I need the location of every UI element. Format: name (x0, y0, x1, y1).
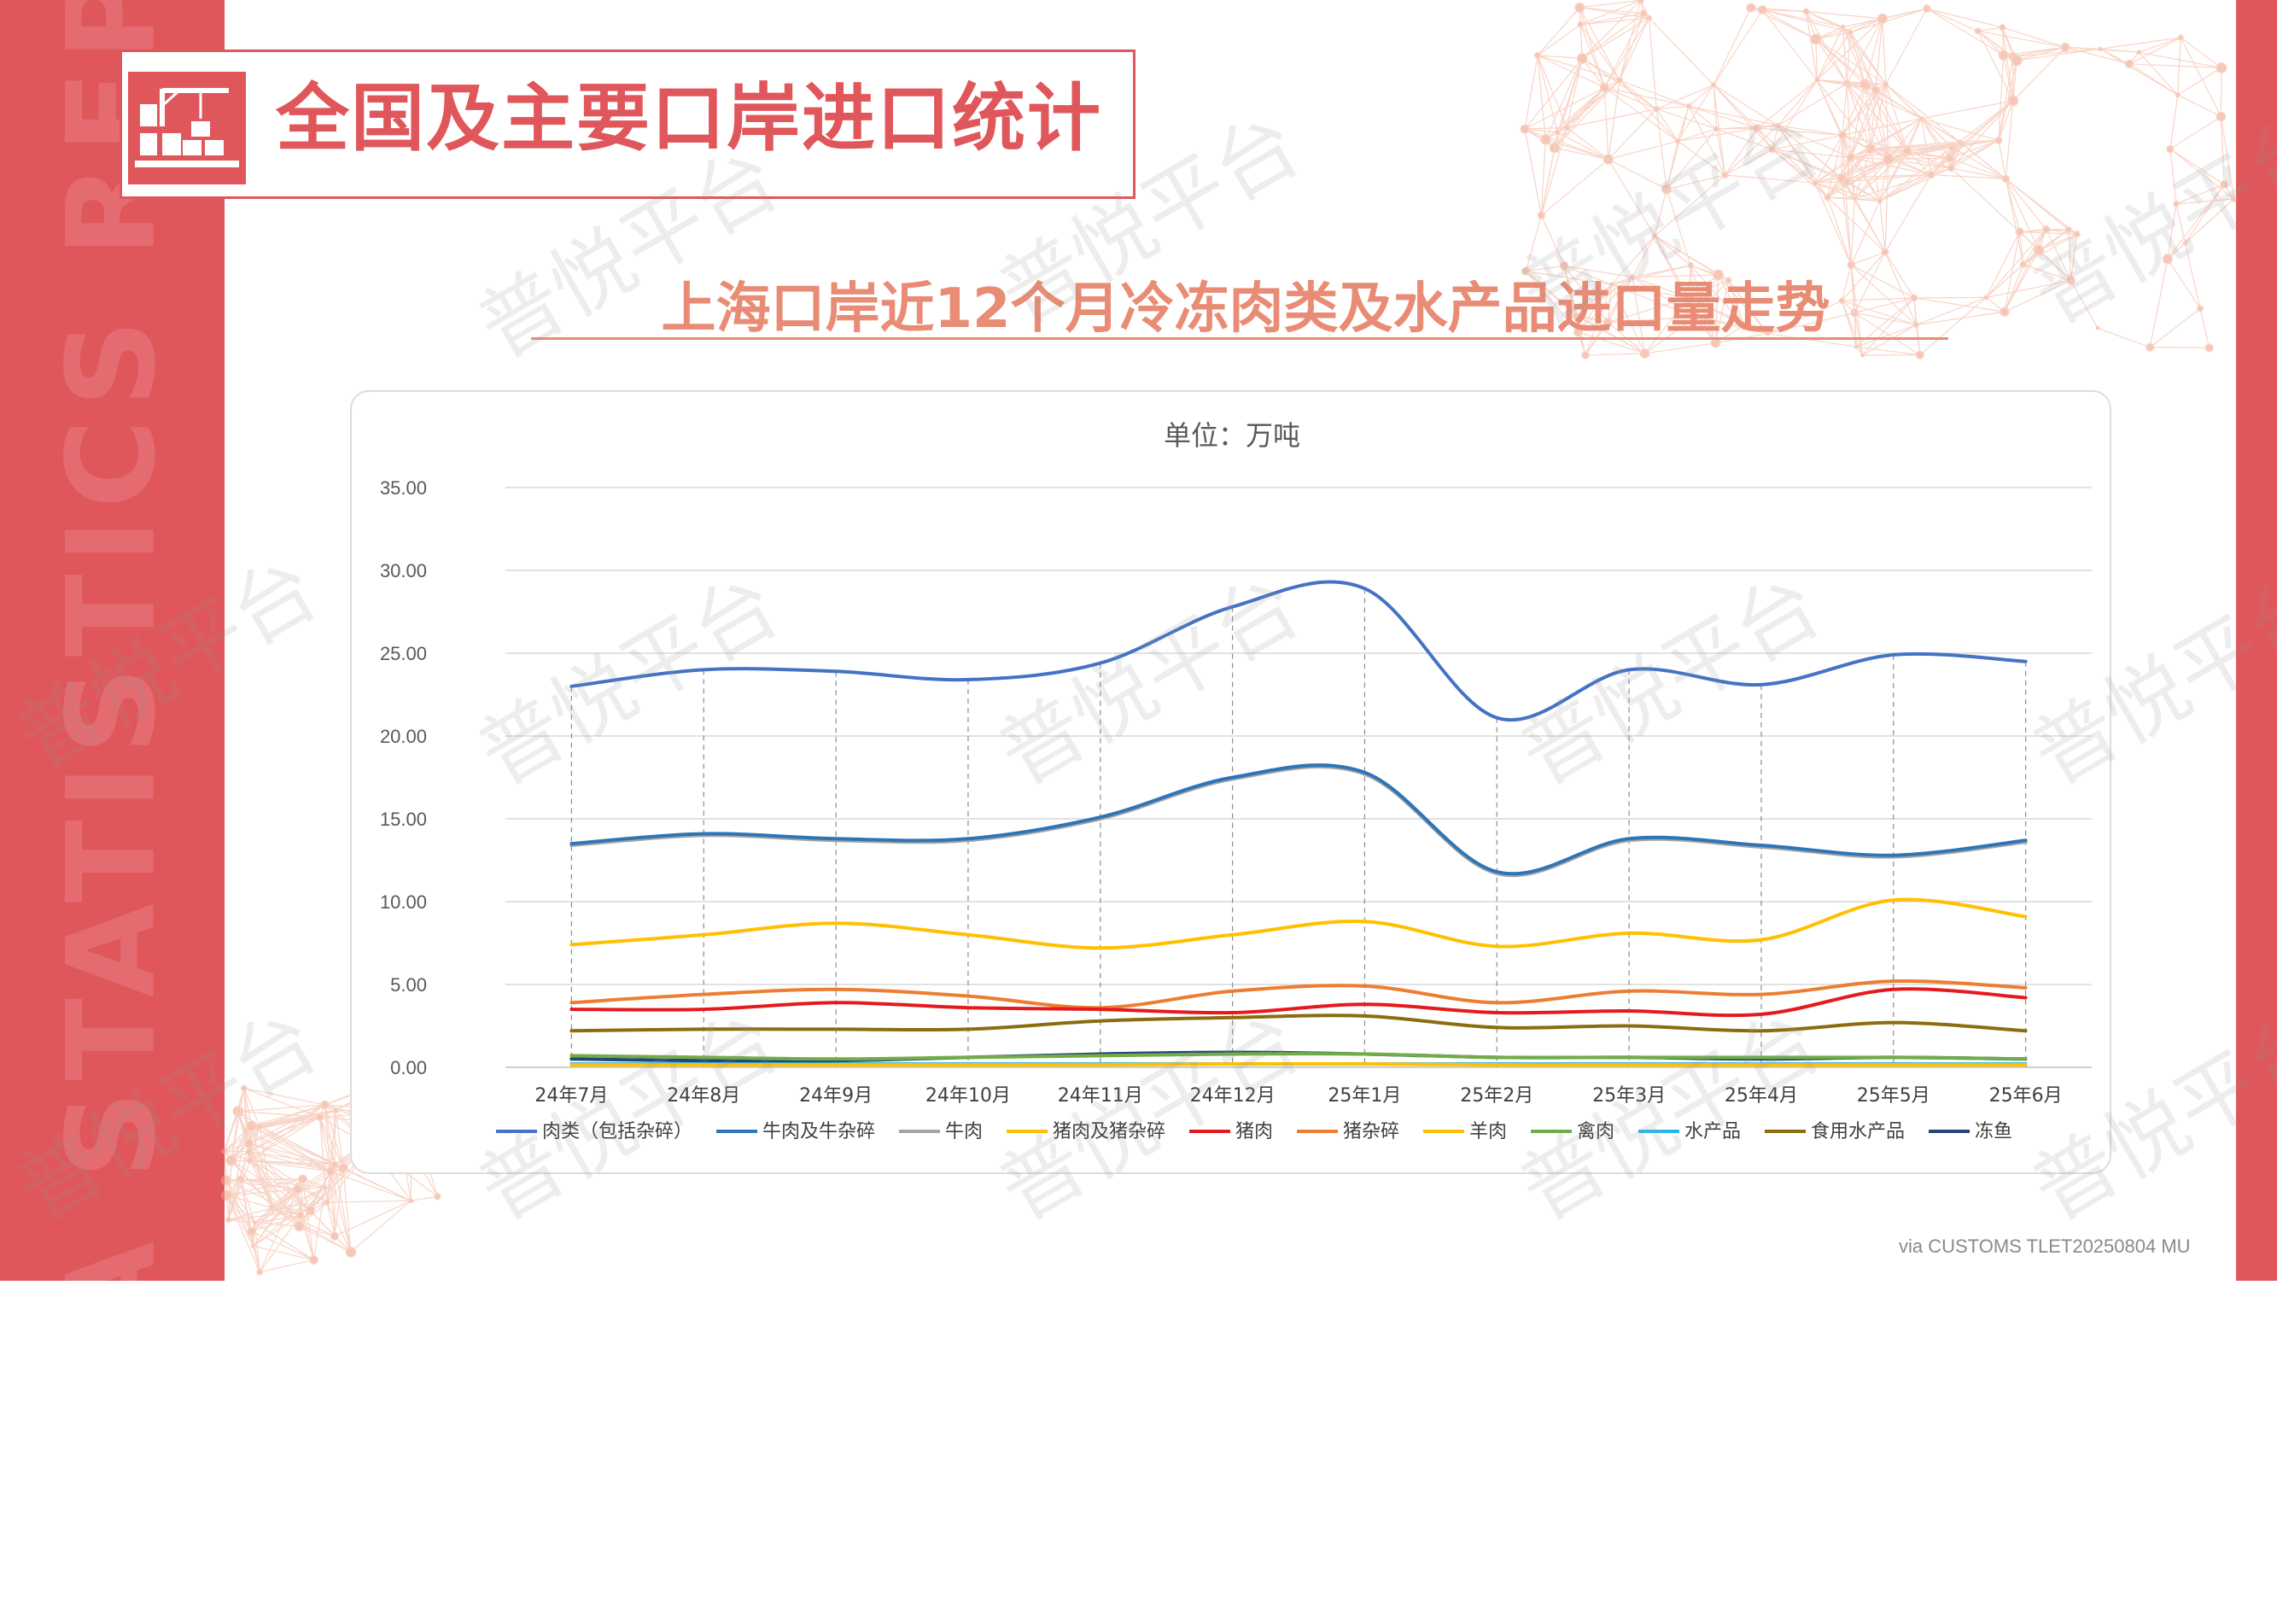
legend-item-1: 牛肉及牛杂碎 (716, 1121, 875, 1142)
legend: 肉类（包括杂碎）牛肉及牛杂碎牛肉猪肉及猪杂碎猪肉猪杂碎羊肉禽肉水产品食用水产品冻… (496, 1121, 2012, 1142)
series-line-3 (571, 899, 2025, 948)
legend-item-2: 牛肉 (899, 1121, 983, 1142)
legend-item-5: 猪杂碎 (1297, 1121, 1399, 1142)
legend-label: 牛肉及牛杂碎 (762, 1121, 875, 1142)
x-tick-label: 25年2月 (1460, 1085, 1533, 1107)
chart-title: 单位：万吨 (1164, 419, 1300, 452)
y-tick-label: 20.00 (380, 726, 427, 747)
legend-item-9: 食用水产品 (1765, 1121, 1905, 1142)
series-line-2 (571, 767, 2025, 875)
y-tick-label: 15.00 (380, 809, 427, 830)
x-tick-label: 24年10月 (925, 1085, 1011, 1107)
y-tick-label: 0.00 (390, 1057, 427, 1078)
x-tick-label: 24年9月 (799, 1085, 873, 1107)
y-tick-label: 10.00 (380, 891, 427, 913)
y-tick-label: 30.00 (380, 560, 427, 581)
side-banner-text: DATA STATISTICS REPORT (42, 0, 183, 1624)
x-tick-label: 25年1月 (1328, 1085, 1401, 1107)
series-line-4 (571, 989, 2025, 1015)
x-tick-label: 25年6月 (1989, 1085, 2063, 1107)
legend-label: 猪肉 (1235, 1121, 1273, 1142)
legend-item-10: 冻鱼 (1929, 1121, 2012, 1142)
y-tick-label: 35.00 (380, 477, 427, 499)
subtitle-underline (531, 337, 1948, 340)
source-note: via CUSTOMS TLET20250804 MU (1899, 1236, 2191, 1258)
x-tick-label: 25年5月 (1857, 1085, 1930, 1107)
legend-label: 食用水产品 (1811, 1121, 1905, 1142)
y-tick-label: 25.00 (380, 643, 427, 664)
y-tick-label: 5.00 (390, 974, 427, 996)
legend-label: 猪杂碎 (1343, 1121, 1399, 1142)
warehouse-crane-icon (128, 72, 246, 184)
